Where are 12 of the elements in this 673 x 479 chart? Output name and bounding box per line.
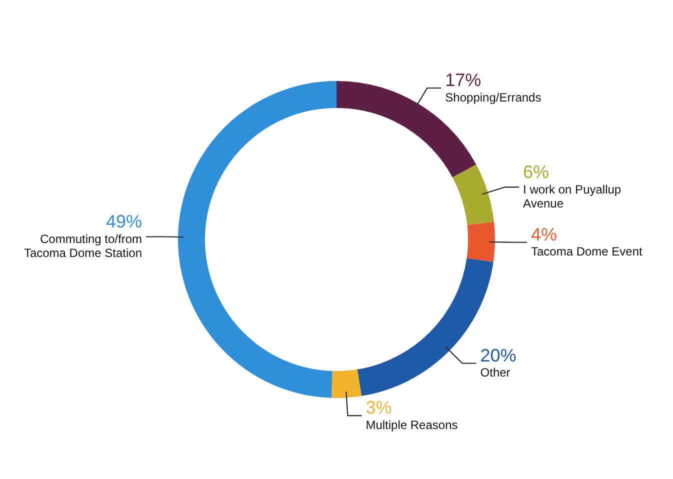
data-label: 4% [530, 224, 557, 244]
data-label: 3% [366, 398, 392, 418]
data-label: 6% [523, 162, 550, 182]
slice-label: Multiple Reasons [366, 418, 458, 432]
slice-label: I work on Puyallup Avenue [523, 182, 622, 210]
slice-label: Shopping/Errands [445, 90, 542, 104]
data-label: 17% [445, 70, 482, 90]
slice-label: Commuting to/from Tacoma Dome Station [24, 232, 142, 260]
slice-label: Tacoma Dome Event [530, 244, 644, 259]
slice-label: Other [480, 366, 510, 380]
data-label: 20% [480, 345, 516, 366]
data-label: 49% [106, 212, 142, 232]
